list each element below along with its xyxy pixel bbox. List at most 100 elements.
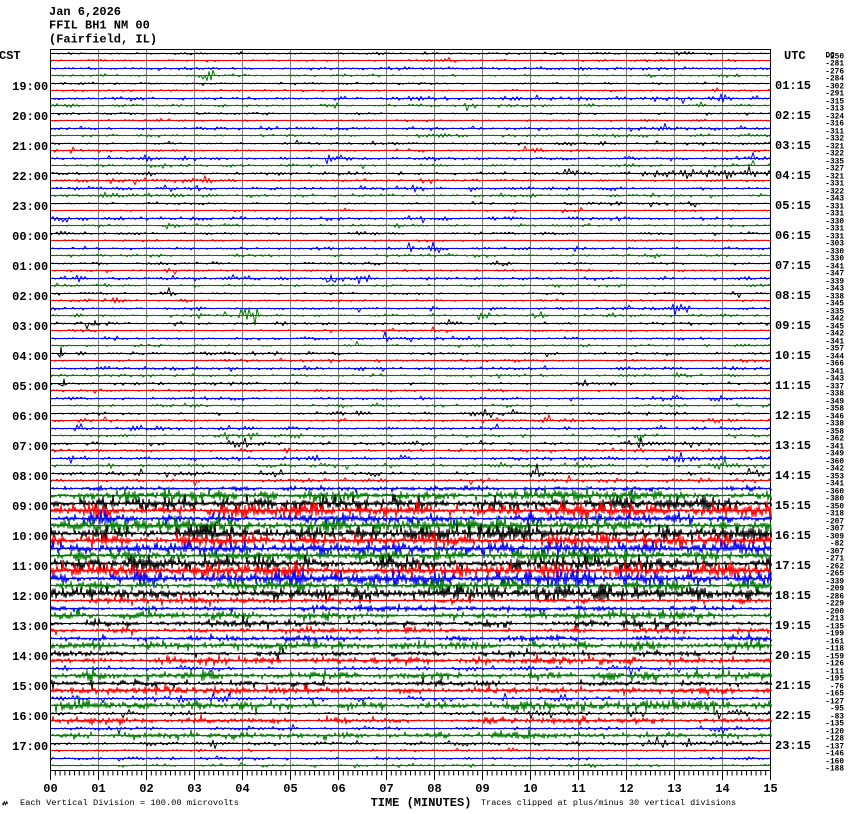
svg-text:08: 08 [427,782,441,796]
svg-text:22:15: 22:15 [775,709,811,723]
svg-text:-358: -358 [825,405,844,413]
svg-text:-360: -360 [825,458,844,466]
svg-text:-302: -302 [825,83,844,91]
svg-text:-126: -126 [825,660,844,668]
svg-text:Each Vertical Division = 100.: Each Vertical Division = 100.00 microvol… [20,798,239,808]
svg-text:15:15: 15:15 [775,499,811,513]
svg-text:UTC: UTC [784,49,806,63]
svg-text:-331: -331 [825,225,844,233]
svg-text:05: 05 [283,782,297,796]
svg-text:-135: -135 [825,623,844,631]
svg-text:14:00: 14:00 [12,650,48,664]
svg-text:06:00: 06:00 [12,410,48,424]
svg-text:-207: -207 [825,518,844,526]
svg-text:-341: -341 [825,480,844,488]
svg-text:09:00: 09:00 [12,500,48,514]
svg-text:-349: -349 [825,450,844,458]
svg-text:-349: -349 [825,398,844,406]
svg-text:-342: -342 [825,465,844,473]
svg-text:08:15: 08:15 [775,289,811,303]
svg-text:TIME (MINUTES): TIME (MINUTES) [371,796,472,810]
svg-text:01:15: 01:15 [775,79,811,93]
svg-text:-321: -321 [825,173,844,181]
svg-text:04: 04 [235,782,249,796]
svg-text:-111: -111 [825,668,844,676]
svg-text:-341: -341 [825,368,844,376]
svg-text:-137: -137 [825,743,844,751]
svg-text:03: 03 [187,782,201,796]
svg-text:-209: -209 [825,585,844,593]
svg-text:-118: -118 [825,645,844,653]
svg-text:-339: -339 [825,278,844,286]
svg-text:-309: -309 [825,533,844,541]
svg-text:00: 00 [43,782,57,796]
svg-text:03:15: 03:15 [775,139,811,153]
svg-text:-161: -161 [825,638,844,646]
svg-text:CST: CST [0,49,21,63]
svg-text:-271: -271 [825,555,844,563]
svg-text:-159: -159 [825,653,844,661]
svg-text:-358: -358 [825,428,844,436]
svg-text:02:00: 02:00 [12,290,48,304]
svg-text:06:15: 06:15 [775,229,811,243]
svg-text:-332: -332 [825,135,844,143]
svg-text:-82: -82 [830,540,844,548]
svg-text:-338: -338 [825,390,844,398]
svg-text:-213: -213 [825,615,844,623]
svg-text:-321: -321 [825,143,844,151]
svg-text:FFIL BH1 NM 00: FFIL BH1 NM 00 [49,19,150,33]
svg-text:-339: -339 [825,578,844,586]
svg-text:14:15: 14:15 [775,469,811,483]
svg-text:20:15: 20:15 [775,649,811,663]
svg-text:-344: -344 [825,353,844,361]
svg-text:-330: -330 [825,248,844,256]
svg-text:02: 02 [139,782,153,796]
svg-text:-343: -343 [825,375,844,383]
svg-text:-347: -347 [825,270,844,278]
svg-text:04:00: 04:00 [12,350,48,364]
svg-text:-83: -83 [830,713,844,721]
svg-text:-346: -346 [825,413,844,421]
svg-text:11: 11 [571,782,585,796]
svg-text:-342: -342 [825,315,844,323]
svg-text:-341: -341 [825,443,844,451]
svg-text:-146: -146 [825,750,844,758]
svg-text:-350: -350 [825,503,844,511]
svg-text:-318: -318 [825,510,844,518]
svg-text:16:00: 16:00 [12,710,48,724]
svg-text:-360: -360 [825,488,844,496]
svg-text:-315: -315 [825,98,844,106]
svg-text:-322: -322 [825,150,844,158]
svg-text:23:15: 23:15 [775,739,811,753]
svg-text:-276: -276 [825,68,844,76]
svg-text:09:15: 09:15 [775,319,811,333]
svg-text:-307: -307 [825,548,844,556]
svg-text:-362: -362 [825,435,844,443]
svg-text:13: 13 [667,782,681,796]
svg-text:17:00: 17:00 [12,740,48,754]
svg-text:-353: -353 [825,473,844,481]
svg-text:-337: -337 [825,383,844,391]
svg-text:-165: -165 [825,690,844,698]
svg-text:19:15: 19:15 [775,619,811,633]
svg-text:01:00: 01:00 [12,260,48,274]
svg-text:04:15: 04:15 [775,169,811,183]
svg-text:-281: -281 [825,60,844,68]
svg-text:10:00: 10:00 [12,530,48,544]
svg-text:-95: -95 [830,705,844,713]
svg-text:20:00: 20:00 [12,110,48,124]
svg-text:07: 07 [379,782,393,796]
svg-text:-200: -200 [825,608,844,616]
svg-text:23:00: 23:00 [12,200,48,214]
svg-text:22:00: 22:00 [12,170,48,184]
svg-text:-291: -291 [825,90,844,98]
svg-text:15: 15 [763,782,777,796]
svg-text:08:00: 08:00 [12,470,48,484]
svg-text:01: 01 [91,782,105,796]
svg-text:11:15: 11:15 [775,379,811,393]
svg-text:06: 06 [331,782,345,796]
svg-text:-331: -331 [825,210,844,218]
svg-text:-331: -331 [825,233,844,241]
svg-text:-357: -357 [825,345,844,353]
svg-text:16:15: 16:15 [775,529,811,543]
